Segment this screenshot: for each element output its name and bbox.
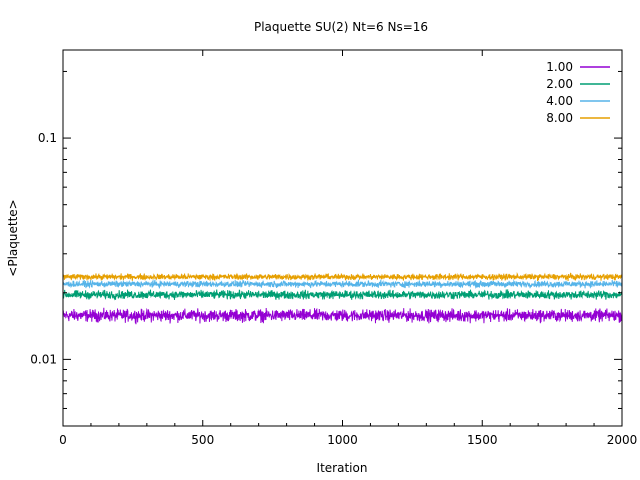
- chart-title: Plaquette SU(2) Nt=6 Ns=16: [254, 20, 428, 34]
- x-tick-label: 1000: [327, 433, 358, 447]
- x-axis-label: Iteration: [317, 461, 368, 475]
- x-tick-label: 500: [191, 433, 214, 447]
- legend-label: 8.00: [546, 111, 573, 125]
- plot-frame: [62, 49, 623, 427]
- series-line-2: [62, 278, 623, 289]
- series-line-3: [62, 272, 623, 282]
- x-tick-label: 0: [59, 433, 67, 447]
- y-tick-label: 0.01: [30, 352, 57, 366]
- legend: 1.00 2.00 4.00 8.00: [546, 60, 610, 125]
- y-axis-label: <Plaquette>: [6, 199, 20, 276]
- series-layer: [62, 272, 623, 325]
- series-line-1: [62, 289, 623, 301]
- legend-label: 2.00: [546, 77, 573, 91]
- y-tick-label: 0.1: [38, 131, 57, 145]
- legend-label: 4.00: [546, 94, 573, 108]
- series-line-0: [62, 307, 623, 325]
- x-tick-label: 1500: [467, 433, 498, 447]
- ticks-layer: 0 500 1000 1500 2000 0.01 0.1: [30, 50, 637, 447]
- x-tick-label: 2000: [607, 433, 638, 447]
- legend-label: 1.00: [546, 60, 573, 74]
